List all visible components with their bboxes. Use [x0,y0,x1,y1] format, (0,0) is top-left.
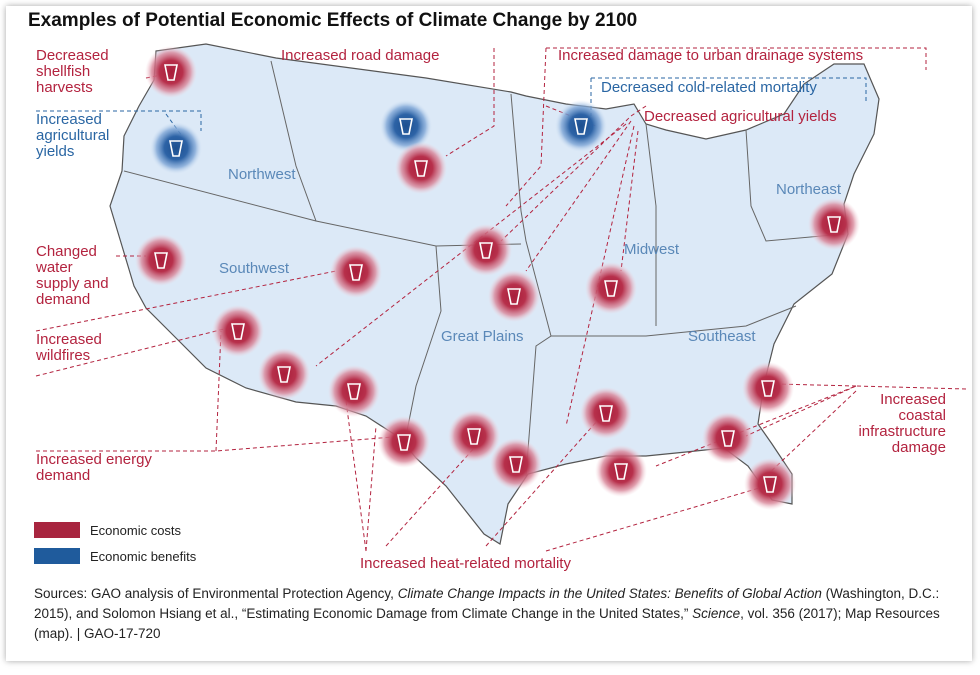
effect-line: infrastructure [858,423,946,440]
effect-line: demand [36,467,90,484]
icon-glyph [231,323,245,340]
icon-glyph [604,280,618,297]
icon-glyph [169,140,183,157]
icon-glyph [599,405,613,422]
region-label: Northeast [776,181,842,198]
icon-glyph [414,160,428,177]
region-label: Northwest [228,166,296,183]
region-label: Southeast [688,328,756,345]
icon-glyph [164,64,178,81]
effect-line: supply and [36,275,109,292]
source-text: Sources: GAO analysis of Environmental P… [34,586,398,601]
icon-glyph [277,366,291,383]
icon-glow [742,362,794,414]
icon-glyph [479,242,493,259]
legend-swatch [34,548,80,564]
effect-line: coastal [898,407,946,424]
effect-line: Increased energy [36,451,152,468]
source-journal: Science [692,606,741,621]
legend-swatch [34,522,80,538]
effect-line: Increased [36,331,102,348]
infographic: Examples of Potential Economic Effects o… [6,6,972,661]
icon-glow [490,438,542,490]
effect-label: Increased agricultural yields [36,111,109,160]
icon-glyph [467,428,481,445]
icon-glow [328,365,380,417]
icon-glow [135,234,187,286]
icon-glyph [399,118,413,135]
icon-glyph [574,118,588,135]
effect-line: Decreased cold-related mortality [601,79,817,96]
region-label: Southwest [219,260,290,277]
icon-glow [258,348,310,400]
icon-glow [212,305,264,357]
effect-label: Increased coastal infrastructure damage [858,391,946,456]
region-borders [123,60,845,477]
icon-glow [380,100,432,152]
icon-glyph [721,430,735,447]
source-text: , vol. 356 (2017); Map Resources (map). … [34,606,940,641]
effect-line: wildfires [35,347,90,364]
icon-glyph [761,380,775,397]
effect-line: yields [36,143,74,160]
icon-glow [744,458,796,510]
icon-glyph [614,463,628,480]
effect-line: water [35,259,73,276]
icon-glow [378,416,430,468]
source-title: Climate Change Impacts in the United Sta… [397,586,822,601]
icons [135,46,860,510]
effect-line: Increased damage to urban drainage syste… [558,47,863,64]
effect-label: Decreased shellfish harvests [36,47,109,96]
effect-label: Changed water supply and demand [35,243,109,308]
effect-label: Increased damage to urban drainage syste… [558,47,863,64]
effect-label: Decreased agricultural yields [644,108,837,125]
icon-glyph [509,456,523,473]
region-label: Midwest [624,241,680,258]
effect-line: demand [36,291,90,308]
effect-line: Increased [36,111,102,128]
effect-line: Decreased [36,47,109,64]
title: Examples of Potential Economic Effects o… [28,10,637,31]
effect-line: Increased heat-related mortality [360,555,571,572]
icon-glyph [763,476,777,493]
effect-label: Increased wildfires [35,331,102,364]
effect-label: Decreased cold-related mortality [601,79,817,96]
effect-label: Increased road damage [281,47,439,64]
effect-line: Changed [36,243,97,260]
icon-glow [448,410,500,462]
legend-label: Economic benefits [90,549,197,564]
source-text: (Washington, D.C.: 2015), and Solomon Hs… [34,586,940,621]
icon-glow [702,412,754,464]
effect-line: Increased road damage [281,47,439,64]
legend-label: Economic costs [90,523,182,538]
icon-glyph [397,434,411,451]
effect-line: agricultural [36,127,109,144]
icon-glow [460,224,512,276]
icon-glyph [827,216,841,233]
effect-line: Decreased agricultural yields [644,108,837,125]
icon-glow [150,122,202,174]
effect-label: Increased energy demand [36,451,152,484]
effect-line: harvests [36,79,93,96]
icon-glow [580,387,632,439]
effect-line: Increased [880,391,946,408]
icon-glow [330,246,382,298]
icon-glow [808,198,860,250]
map: Examples of Potential Economic Effects o… [28,10,967,572]
icon-glow [585,262,637,314]
icon-glow [145,46,197,98]
icon-glyph [154,252,168,269]
icon-glow [395,142,447,194]
effect-label: Increased heat-related mortality [360,555,571,572]
source-note: Sources: GAO analysis of Environmental P… [34,584,949,644]
icon-glyph [349,264,363,281]
icon-glow [555,100,607,152]
icon-glow [595,445,647,497]
icon-glyph [347,383,361,400]
effect-line: shellfish [36,63,90,80]
effect-line: damage [892,439,946,456]
region-label: Great Plains [441,328,524,345]
icon-glow [488,270,540,322]
icon-glyph [507,288,521,305]
